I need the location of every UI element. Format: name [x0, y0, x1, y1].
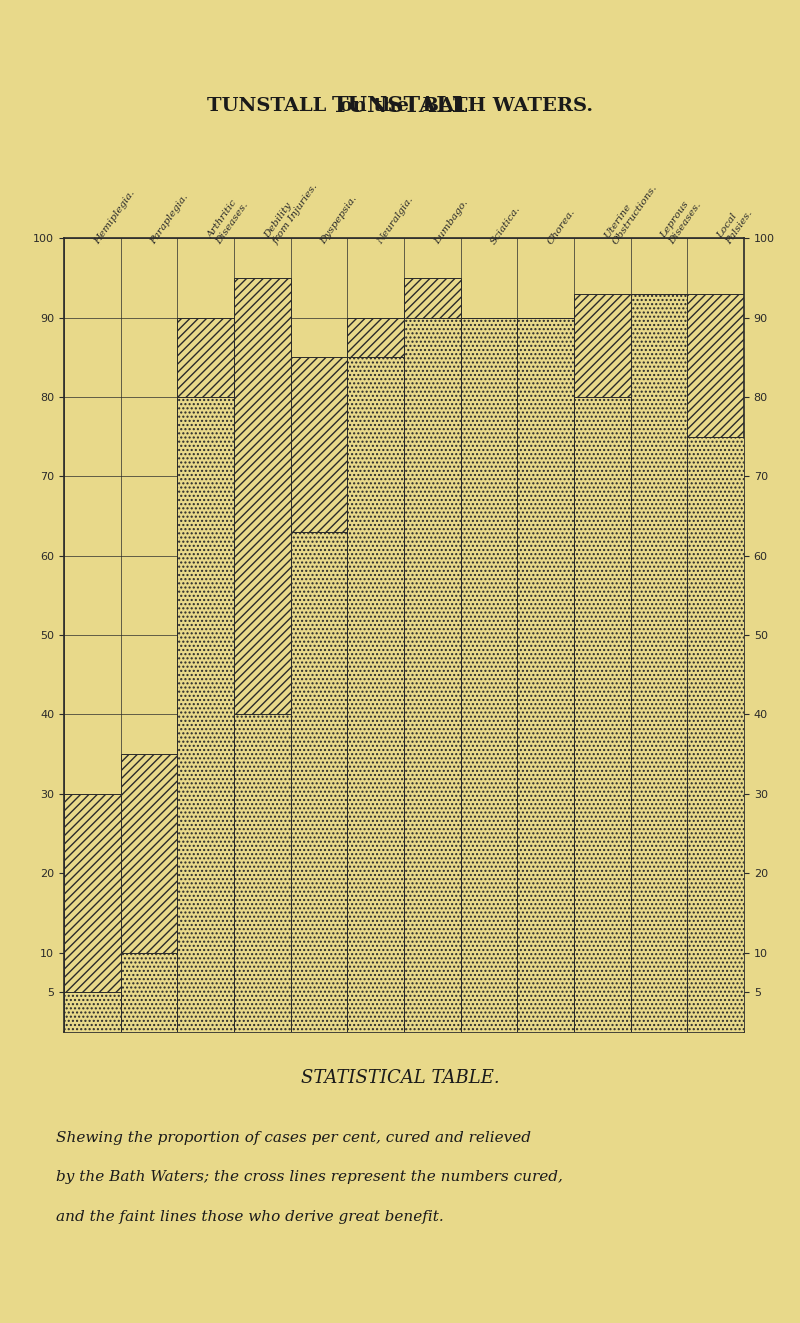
Text: Lumbago.: Lumbago.	[432, 198, 470, 246]
Text: Debility
from Injuries.: Debility from Injuries.	[262, 176, 319, 246]
Bar	[518, 318, 574, 1032]
Text: STATISTICAL TABLE.: STATISTICAL TABLE.	[301, 1069, 499, 1088]
Text: TUNSTALL  on the  BATH WATERS.: TUNSTALL on the BATH WATERS.	[207, 97, 593, 115]
Bar	[630, 294, 687, 1032]
Text: Arthritic
Diseases.: Arthritic Diseases.	[206, 194, 250, 246]
Bar	[234, 278, 290, 1032]
Bar	[630, 294, 687, 1032]
Text: Shewing the proportion of cases per cent, cured and relieved: Shewing the proportion of cases per cent…	[56, 1131, 531, 1144]
Bar	[178, 318, 234, 1032]
Text: by the Bath Waters; the cross lines represent the numbers cured,: by the Bath Waters; the cross lines repr…	[56, 1171, 563, 1184]
Bar	[461, 318, 518, 1032]
Bar	[64, 992, 121, 1032]
Text: Paraplegia.: Paraplegia.	[149, 192, 190, 246]
Text: Uterine
Obstructions.: Uterine Obstructions.	[602, 177, 659, 246]
Bar	[347, 318, 404, 1032]
Bar	[290, 532, 347, 1032]
Bar	[518, 318, 574, 1032]
Text: TUNSTALL: TUNSTALL	[332, 95, 468, 116]
Bar	[64, 794, 121, 1032]
Bar	[574, 397, 630, 1032]
Bar	[347, 357, 404, 1032]
Bar	[234, 714, 290, 1032]
Bar	[461, 318, 518, 1032]
Text: Hemiplegia.: Hemiplegia.	[92, 189, 136, 246]
Bar	[687, 294, 744, 1032]
Text: Dyspepsia.: Dyspepsia.	[319, 194, 359, 246]
Bar	[121, 754, 178, 1032]
Text: Neuralgia.: Neuralgia.	[376, 196, 415, 246]
Text: Chorea.: Chorea.	[546, 206, 577, 246]
Bar	[574, 294, 630, 1032]
Text: and the faint lines those who derive great benefit.: and the faint lines those who derive gre…	[56, 1211, 444, 1224]
Bar	[121, 953, 178, 1032]
Bar	[290, 357, 347, 1032]
Text: Local
Palsies.: Local Palsies.	[716, 202, 754, 246]
Text: Leprous
Diseases.: Leprous Diseases.	[659, 194, 703, 246]
Bar	[687, 437, 744, 1032]
Bar	[404, 318, 461, 1032]
Text: Sciatica.: Sciatica.	[489, 204, 522, 246]
Bar	[178, 397, 234, 1032]
Bar	[404, 278, 461, 1032]
